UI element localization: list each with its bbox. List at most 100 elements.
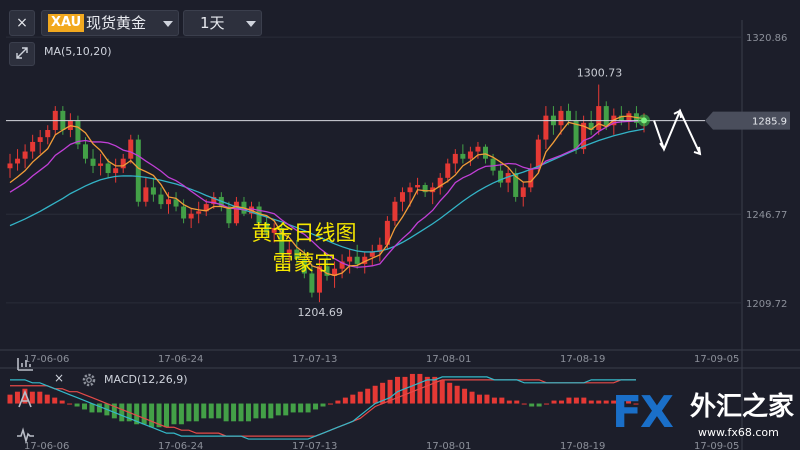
y-tick-label: 1246.77 [746,210,787,221]
candle-body [528,168,534,188]
macd-histogram-bar [454,385,460,404]
gear-icon[interactable] [80,371,98,389]
macd-histogram-bar [439,379,445,404]
y-tick-label: 1209.72 [746,299,787,310]
macd-histogram-bar [171,403,177,425]
candle-body [445,163,451,178]
candle-body [407,187,413,193]
candle-body [271,228,277,233]
candle-body [75,120,81,145]
chart-type-icon[interactable] [14,352,36,374]
candle-body [22,151,28,159]
symbol-code-badge: XAU [48,14,85,32]
candle-body [483,146,488,159]
moving-averages [9,115,645,277]
chart-toolbar: × XAU 现货黄金 1天 [0,0,800,44]
macd-histogram-bar [432,376,438,404]
grid-lines [0,20,800,450]
logo-url: www.fx68.com [698,426,779,439]
macd-histogram-bar [305,403,311,413]
macd-histogram-bar [216,403,222,419]
macd-histogram-bar [201,403,207,419]
x-tick-label: 17-08-01 [426,354,471,365]
high-annotation: 1300.73 [577,67,623,80]
candle-body [498,170,504,183]
candle-body [392,201,398,221]
candle-body [437,177,443,188]
candle-body [460,153,466,159]
ma20-line [9,128,645,253]
candle-body [90,158,96,166]
candle-body [309,273,315,293]
candle-body [369,251,375,257]
close-icon: × [16,15,28,31]
forecast-path [653,108,701,155]
current-price-label: 1285.9 [752,117,787,128]
macd-histogram-bar [514,400,520,404]
expand-button[interactable] [9,42,35,66]
forecast-arrowhead [659,141,668,152]
candle-body [203,204,209,212]
candle-body [105,163,111,174]
macd-histogram-bar [581,397,587,404]
low-annotation: 1204.69 [297,306,343,319]
macd-histogram-bar [521,403,527,405]
macd-histogram-bar [59,400,65,404]
candle-body [135,139,141,202]
candle-body [618,115,624,121]
macd-histogram-bar [44,394,50,404]
candle-body [603,106,609,126]
x-tick-label: 17-06-06 [24,354,69,365]
macd-histogram-bar [29,391,35,404]
macd-x-tick-label: 17-07-13 [292,441,337,450]
macd-histogram-bar [186,403,192,422]
macd-histogram-bar [156,403,162,428]
candle-body [505,173,511,183]
candle-body [430,187,436,193]
macd-histogram-bar [134,403,140,425]
candle-body [490,158,496,171]
close-button[interactable]: × [9,10,35,36]
macd-histogram-bar [327,403,333,405]
last-price-dot [641,117,647,124]
candle-body [196,211,202,214]
ma10-line [9,119,645,268]
macd-histogram-bar [253,403,259,419]
macd-histogram-bar [529,403,535,407]
macd-histogram-bar [7,394,13,404]
macd-close-button[interactable]: × [54,371,65,385]
macd-histogram-bar [149,403,155,428]
macd-histogram-bar [283,403,289,416]
macd-header: × MACD(12,26,9) [50,370,250,390]
candle-body [166,199,171,205]
macd-main-line [10,376,636,440]
macd-histogram-bar [477,394,482,404]
macd-histogram-bar [558,400,564,404]
macd-histogram-bar [462,388,468,404]
y-tick-label: 1320.86 [746,33,787,44]
macd-x-tick-label: 17-06-06 [24,441,69,450]
macd-x-tick-label: 17-08-19 [560,441,605,450]
candle-body [573,120,579,150]
candle-body [324,266,330,276]
macd-histogram-bar [119,403,125,422]
candle-body [173,199,179,207]
watermark-author: 雷蒙宇 [272,251,336,275]
candle-body [15,158,21,164]
current-price-tag [705,111,790,130]
indicator-icon[interactable] [14,424,36,446]
forecast-arrowhead [693,146,702,156]
macd-histogram-bar [380,382,386,404]
macd-histogram-bar [96,403,102,413]
draw-icon[interactable] [14,388,36,410]
candle-body [332,268,338,276]
symbol-selector[interactable]: XAU 现货黄金 [41,10,179,36]
period-label: 1天 [200,14,225,32]
period-selector[interactable]: 1天 [183,10,262,36]
candle-body [181,206,187,219]
candle-body [535,139,541,169]
candle-body [354,256,360,264]
macd-histogram-bar [193,403,199,422]
macd-histogram-bar [603,400,609,404]
